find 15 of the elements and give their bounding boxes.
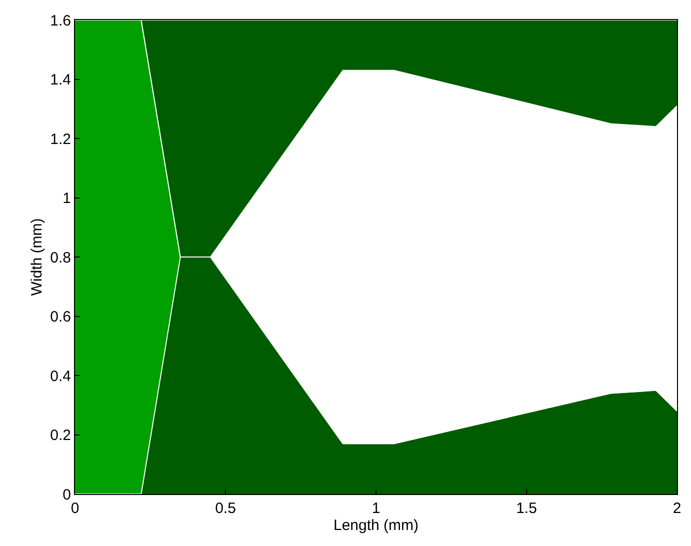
y-axis-title: Width (mm) [28,218,46,296]
y-tick-label: 1.6 [50,12,71,30]
y-tick-label: 0.4 [50,368,71,385]
x-tick-label: 2 [672,500,682,517]
y-tick-label: 0.6 [50,308,71,326]
y-tick-label: 0.2 [50,427,71,444]
x-axis-title: Length (mm) [333,517,419,534]
y-tick-label: 1.4 [50,72,71,88]
y-tick-label: 0.8 [50,249,71,266]
y-tick-label: 1.2 [50,130,71,148]
x-tick-label: 0.5 [215,500,236,517]
x-tick-label: 1 [372,500,380,517]
y-tick-label: 1 [62,190,71,207]
x-tick-label: 1.5 [516,500,537,517]
y-tick-label: 0 [62,486,71,504]
